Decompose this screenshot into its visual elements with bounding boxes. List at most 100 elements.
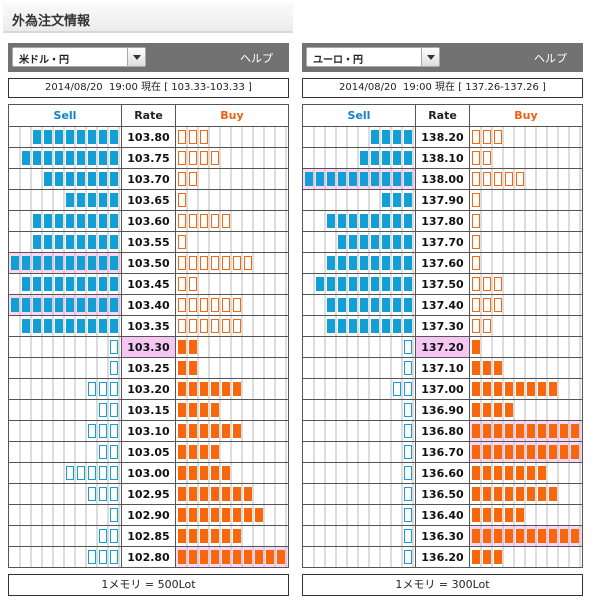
- sell-volume-block: [88, 172, 96, 186]
- sell-volume-block: [393, 277, 401, 291]
- rate-cell: 102.85: [121, 525, 176, 547]
- sell-volume-block: [77, 235, 85, 249]
- sell-volume-block: [110, 424, 118, 438]
- buy-volume-cell: [175, 315, 289, 337]
- buy-volume-block: [560, 445, 568, 459]
- sell-volume-block: [77, 298, 85, 312]
- sell-volume-block: [88, 487, 96, 501]
- currency-pair-select[interactable]: 米ドル・円: [12, 47, 146, 67]
- buy-volume-block: [516, 487, 524, 501]
- rate-cell: 103.65: [121, 189, 176, 211]
- rate-cell: 103.25: [121, 357, 176, 379]
- order-book-row: 136.50: [302, 483, 583, 505]
- rate-cell: 102.95: [121, 483, 176, 505]
- sell-volume-block: [349, 319, 357, 333]
- sell-volume-block: [393, 151, 401, 165]
- buy-volume-block: [211, 382, 219, 396]
- currency-pair-select[interactable]: ユーロ・円: [306, 47, 440, 67]
- buy-volume-block: [483, 487, 491, 501]
- sell-volume-block: [55, 235, 63, 249]
- sell-volume-block: [99, 277, 107, 291]
- buy-volume-block: [189, 319, 197, 333]
- lot-unit-note: 1メモリ = 500Lot: [8, 574, 289, 596]
- sell-volume-block: [11, 298, 19, 312]
- sell-volume-block: [22, 151, 30, 165]
- rate-cell: 138.00: [415, 168, 470, 190]
- chevron-down-icon[interactable]: [127, 48, 145, 66]
- buy-volume-block: [483, 529, 491, 543]
- buy-volume-block: [505, 529, 513, 543]
- buy-volume-cell: [469, 336, 583, 358]
- buy-volume-block: [178, 466, 186, 480]
- sell-volume-block: [66, 193, 74, 207]
- order-book-row: 103.70: [8, 168, 289, 190]
- buy-volume-block: [244, 487, 252, 501]
- buy-volume-block: [494, 403, 502, 417]
- rate-cell: 103.05: [121, 441, 176, 463]
- rate-cell: 103.70: [121, 168, 176, 190]
- buy-volume-block: [233, 529, 241, 543]
- sell-volume-block: [99, 382, 107, 396]
- sell-volume-block: [99, 151, 107, 165]
- rate-cell: 103.35: [121, 315, 176, 337]
- sell-volume-block: [327, 277, 335, 291]
- buy-volume-block: [494, 424, 502, 438]
- buy-volume-block: [222, 424, 230, 438]
- sell-volume-block: [55, 214, 63, 228]
- sell-volume-block: [88, 319, 96, 333]
- sell-volume-block: [66, 277, 74, 291]
- sell-volume-block: [99, 403, 107, 417]
- sell-volume-block: [99, 193, 107, 207]
- chevron-down-icon[interactable]: [421, 48, 439, 66]
- table-header-row: Sell Rate Buy: [302, 104, 583, 127]
- sell-volume-block: [404, 172, 412, 186]
- sell-volume-block: [360, 235, 368, 249]
- sell-volume-block: [360, 319, 368, 333]
- sell-volume-cell: [8, 546, 122, 568]
- buy-volume-cell: [175, 399, 289, 421]
- buy-volume-block: [472, 277, 480, 291]
- sell-volume-block: [110, 508, 118, 522]
- buy-volume-block: [505, 403, 513, 417]
- buy-volume-block: [483, 277, 491, 291]
- rate-cell: 137.00: [415, 378, 470, 400]
- buy-volume-block: [189, 550, 197, 564]
- buy-volume-block: [494, 298, 502, 312]
- buy-volume-block: [178, 487, 186, 501]
- sell-volume-block: [33, 277, 41, 291]
- buy-volume-block: [178, 193, 186, 207]
- usdjpy-panel: 米ドル・円 ヘルプ 2014/08/20 19:00 現在 [ 103.33-1…: [8, 43, 289, 596]
- order-book-row: 103.05: [8, 441, 289, 463]
- order-book-row: 102.90: [8, 504, 289, 526]
- buy-volume-block: [178, 550, 186, 564]
- buy-volume-cell: [175, 546, 289, 568]
- buy-volume-block: [472, 403, 480, 417]
- sell-volume-cell: [8, 294, 122, 316]
- buy-volume-block: [483, 151, 491, 165]
- order-book-row: 137.30: [302, 315, 583, 337]
- buy-volume-cell: [469, 399, 583, 421]
- sell-volume-block: [44, 256, 52, 270]
- sell-volume-block: [382, 172, 390, 186]
- sell-volume-block: [404, 361, 412, 375]
- help-link[interactable]: ヘルプ: [240, 52, 273, 65]
- buy-volume-cell: [469, 462, 583, 484]
- buy-volume-block: [178, 508, 186, 522]
- sell-volume-cell: [8, 357, 122, 379]
- buy-volume-block: [211, 487, 219, 501]
- sell-volume-block: [110, 256, 118, 270]
- buy-volume-block: [189, 277, 197, 291]
- sell-volume-block: [55, 319, 63, 333]
- buy-volume-block: [549, 424, 557, 438]
- buy-volume-block: [178, 214, 186, 228]
- order-book-row: 102.80: [8, 546, 289, 568]
- sell-volume-block: [404, 319, 412, 333]
- buy-volume-block: [527, 424, 535, 438]
- sell-volume-block: [88, 151, 96, 165]
- sell-volume-block: [33, 235, 41, 249]
- sell-volume-block: [393, 130, 401, 144]
- help-link[interactable]: ヘルプ: [534, 52, 567, 65]
- buy-volume-block: [233, 550, 241, 564]
- buy-volume-cell: [175, 168, 289, 190]
- order-book-row: 103.10: [8, 420, 289, 442]
